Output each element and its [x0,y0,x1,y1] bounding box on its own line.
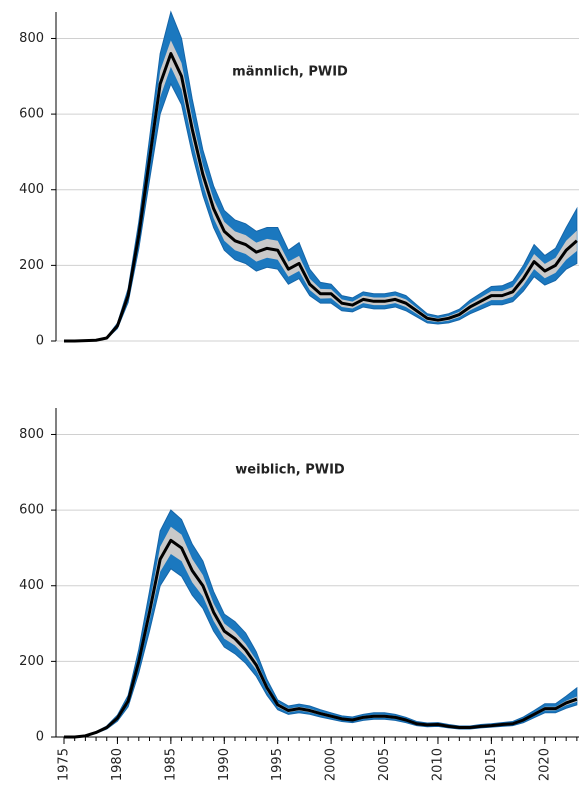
y-tick-label: 600 [19,107,44,122]
y-tick-label: 400 [19,578,44,593]
median-line [64,538,578,739]
uncertainty-band [64,526,577,737]
annotation: männlich, PWID [232,65,348,80]
y-tick-label: 800 [19,31,44,46]
median-line [64,52,578,343]
y-tick-label: 600 [19,503,44,518]
x-tick-label: 1980 [110,748,125,781]
x-tick-label: 1990 [217,748,232,781]
y-tick-label: 0 [36,730,44,745]
y-tick-label: 800 [19,427,44,442]
x-tick-label: 1995 [270,748,285,781]
annotation: weiblich, PWID [235,463,345,478]
x-tick-label: 1975 [57,748,72,781]
uncertainty-band [64,509,578,738]
x-tick-label: 2015 [484,748,499,781]
x-tick-label: 2005 [377,748,392,781]
y-tick-label: 200 [19,654,44,669]
x-tick-label: 1985 [163,748,178,781]
y-tick-label: 200 [19,258,44,273]
x-tick-label: 2020 [537,748,552,781]
x-tick-label: 2000 [324,748,339,781]
y-tick-label: 0 [36,334,44,349]
y-tick-label: 400 [19,182,44,197]
x-tick-label: 2010 [430,748,445,781]
